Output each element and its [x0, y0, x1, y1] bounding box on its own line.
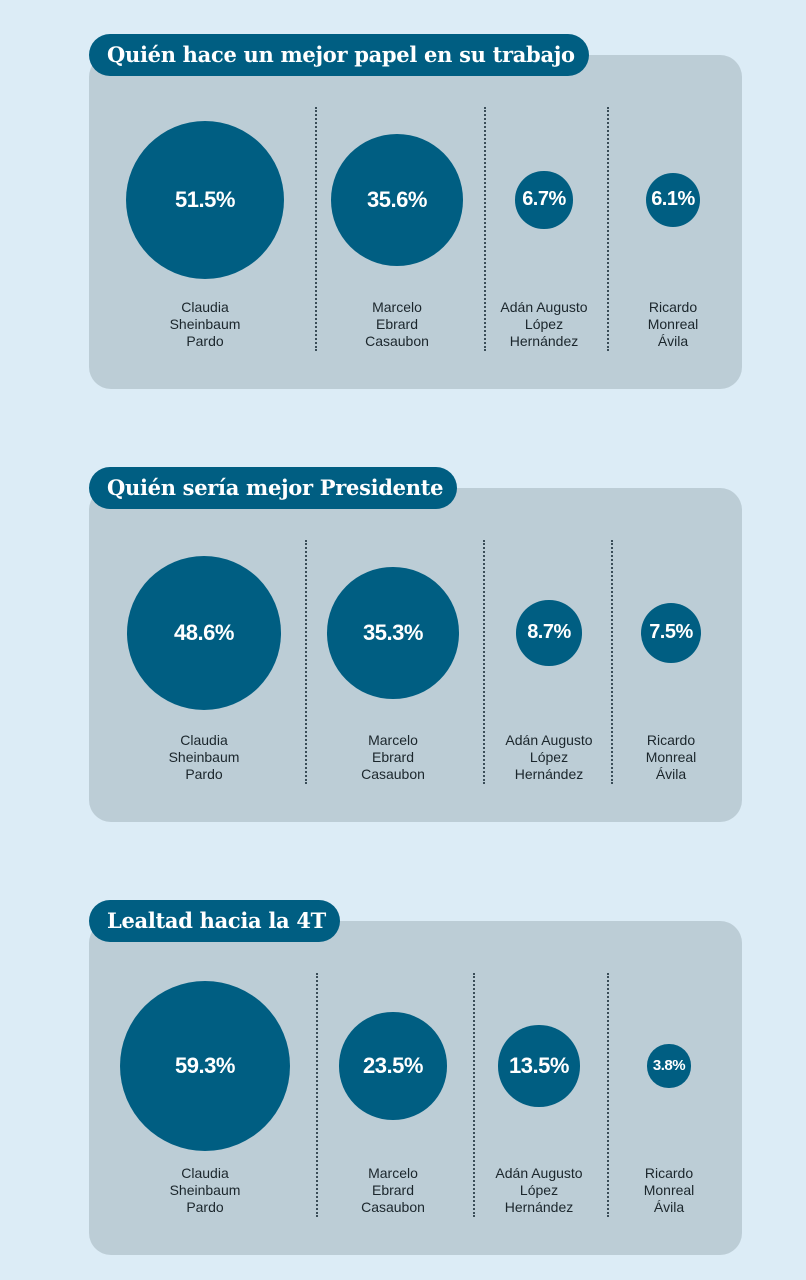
value-bubble: 48.6% — [127, 556, 281, 710]
value-bubble: 59.3% — [120, 981, 290, 1151]
candidate-name: Claudia Sheinbaum Pardo — [168, 732, 240, 782]
column-divider — [305, 540, 307, 784]
value-bubble: 35.3% — [327, 567, 459, 699]
chart-title: Quién sería mejor Presidente — [89, 467, 458, 509]
candidate-name: Adán Augusto López Hernández — [505, 732, 593, 782]
column-divider — [483, 540, 485, 784]
candidate-name: Ricardo Monreal Ávila — [647, 299, 699, 349]
candidate-name: Claudia Sheinbaum Pardo — [169, 299, 241, 349]
value-bubble: 3.8% — [647, 1044, 691, 1088]
value-bubble: 6.1% — [645, 172, 701, 228]
value-bubble: 35.6% — [331, 134, 463, 266]
column-divider — [607, 973, 609, 1217]
value-bubble: 7.5% — [640, 602, 702, 664]
column-divider — [484, 107, 486, 351]
value-bubble: 8.7% — [516, 600, 582, 666]
column-divider — [473, 973, 475, 1217]
value-bubble: 23.5% — [339, 1012, 447, 1120]
column-divider — [316, 973, 318, 1217]
column-divider — [315, 107, 317, 351]
chart-title: Lealtad hacia la 4T — [89, 900, 341, 942]
candidate-name: Ricardo Monreal Ávila — [643, 1165, 695, 1215]
candidate-name: Claudia Sheinbaum Pardo — [169, 1165, 241, 1215]
candidate-name: Marcelo Ebrard Casaubon — [361, 1165, 425, 1215]
value-bubble: 13.5% — [498, 1025, 580, 1107]
candidate-name: Adán Augusto López Hernández — [500, 299, 588, 349]
column-divider — [611, 540, 613, 784]
candidate-name: Marcelo Ebrard Casaubon — [361, 732, 425, 782]
candidate-name: Ricardo Monreal Ávila — [645, 732, 697, 782]
candidate-name: Adán Augusto López Hernández — [495, 1165, 583, 1215]
candidate-name: Marcelo Ebrard Casaubon — [365, 299, 429, 349]
chart-title: Quién hace un mejor papel en su trabajo — [89, 34, 589, 76]
column-divider — [607, 107, 609, 351]
value-bubble: 51.5% — [125, 120, 285, 280]
value-bubble: 6.7% — [515, 171, 573, 229]
